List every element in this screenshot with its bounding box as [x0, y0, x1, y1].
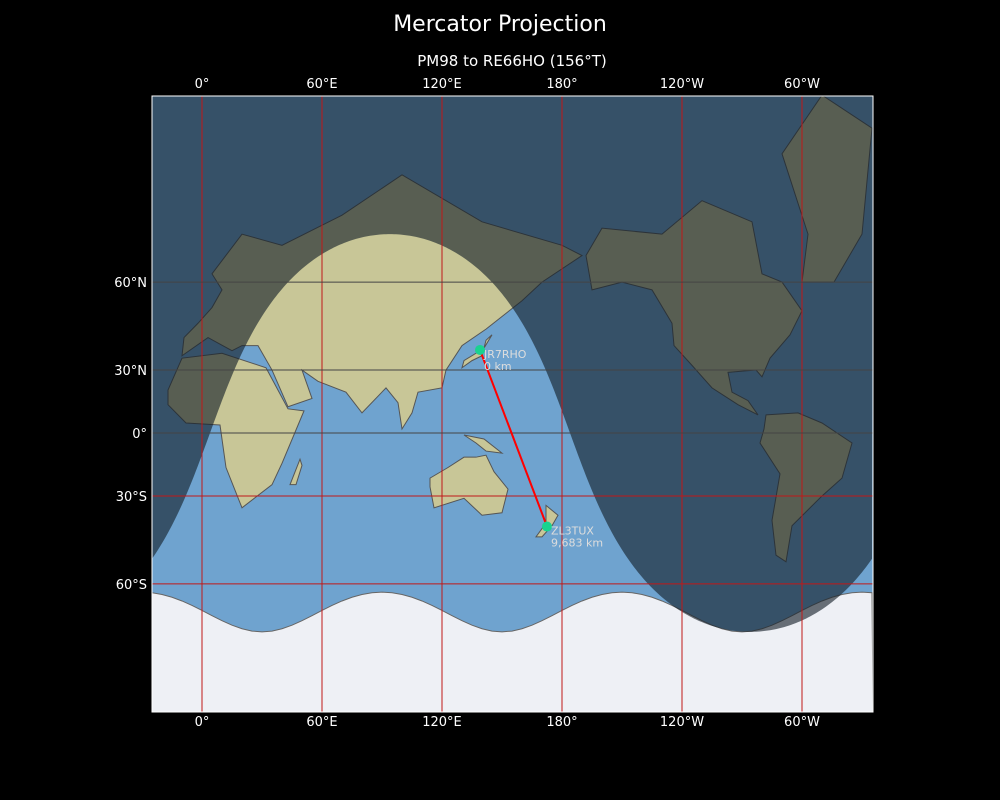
great-circle-path	[479, 349, 548, 527]
land-newguinea	[463, 434, 504, 454]
lat-tick-label: 60°S	[116, 578, 147, 593]
lon-tick-label: 0°	[195, 715, 210, 730]
lon-tick-label: 60°W	[784, 715, 820, 730]
lat-tick-label: 0°	[132, 427, 147, 442]
lat-tick-label: 30°N	[114, 364, 147, 379]
lat-tick-label: 60°N	[114, 276, 147, 291]
night-shading	[152, 96, 873, 632]
land-australia	[429, 454, 509, 516]
station-marker[interactable]	[542, 521, 552, 532]
station-distance: 0 km	[484, 360, 512, 373]
figure-title: Mercator Projection	[393, 12, 607, 37]
lon-tick-label: 180°	[546, 715, 577, 730]
lon-tick-label: 60°E	[306, 715, 337, 730]
lon-tick-label: 60°W	[784, 77, 820, 92]
map-frame	[151, 95, 874, 713]
lon-tick-label: 60°E	[306, 77, 337, 92]
station-marker[interactable]	[475, 344, 485, 355]
map-subtitle: PM98 to RE66HO (156°T)	[417, 52, 607, 70]
lon-tick-label: 120°W	[660, 715, 704, 730]
lon-tick-label: 120°W	[660, 77, 704, 92]
land-madagascar	[289, 457, 303, 486]
station-callsign: ZL3TUX	[551, 525, 594, 538]
lat-tick-label: 30°S	[116, 490, 147, 505]
lon-tick-label: 120°E	[422, 77, 462, 92]
lon-tick-label: 120°E	[422, 715, 462, 730]
lon-tick-label: 180°	[546, 77, 577, 92]
station-callsign: JR7RHO	[483, 348, 527, 361]
axis-ticks: 0° 0° 60°E 60°E 120°E 120°E 180° 180° 120°W 120°W…	[114, 77, 820, 730]
lon-tick-label: 0°	[195, 77, 210, 92]
station-distance: 9,683 km	[551, 537, 603, 550]
land-japan	[461, 334, 493, 369]
